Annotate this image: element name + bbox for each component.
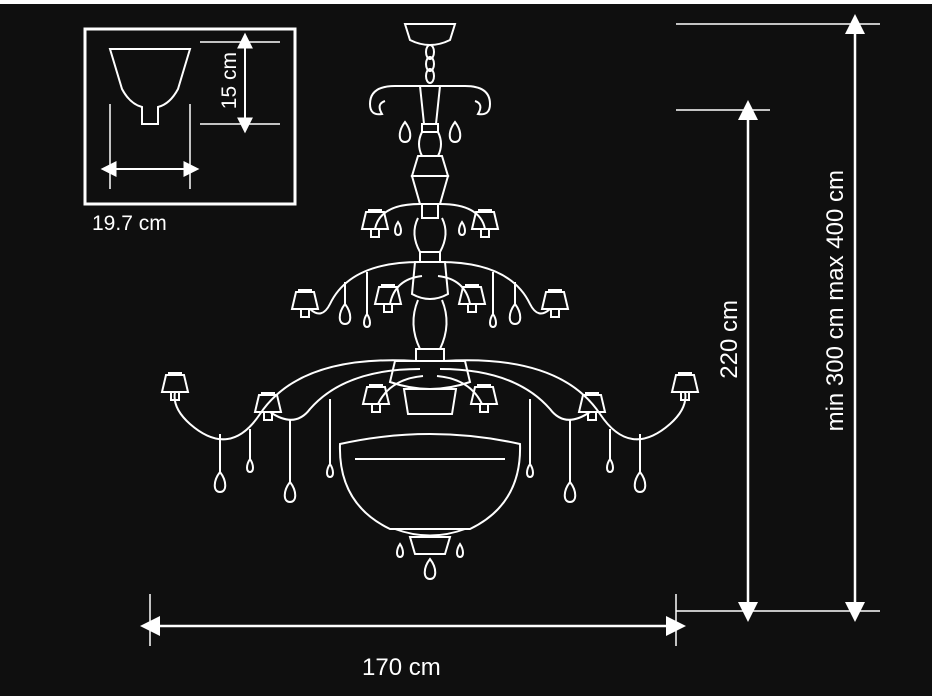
body-height-label: 220 cm [716,300,744,379]
chandelier-outline [162,24,698,579]
inset-width-label: 19.7 cm [92,212,167,236]
width-label: 170 cm [362,654,441,682]
inset-height-label: 15 cm [218,52,242,109]
diagram-svg [0,4,932,696]
inset-box [85,29,295,204]
diagram-canvas: 170 cm 220 cm min 300 cm max 400 cm 15 c… [0,0,933,700]
dimension-width [150,594,676,646]
total-height-label: min 300 cm max 400 cm [822,170,850,431]
